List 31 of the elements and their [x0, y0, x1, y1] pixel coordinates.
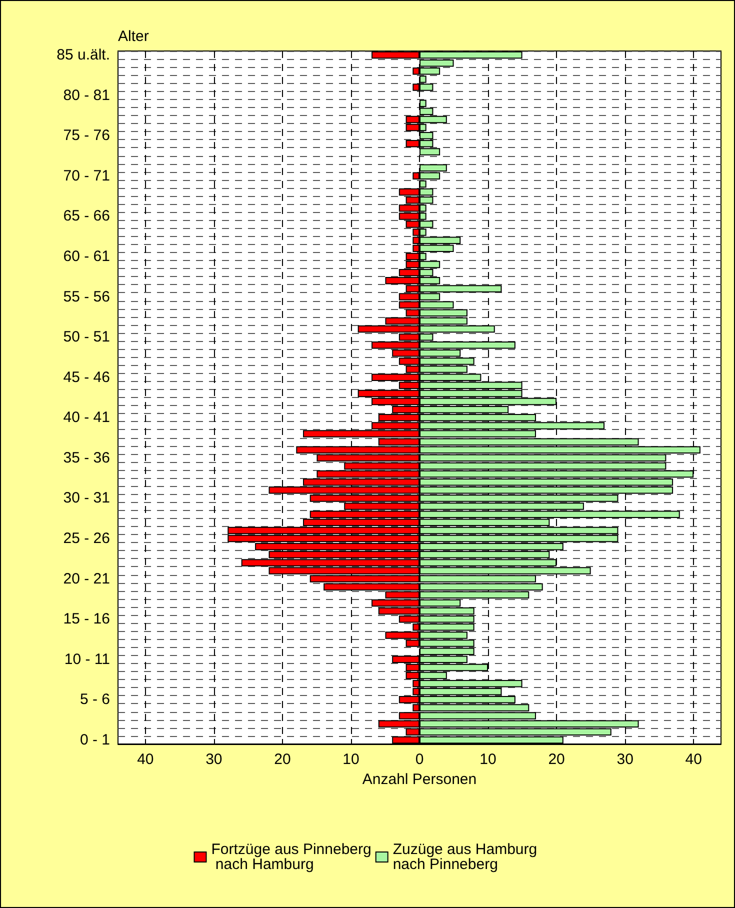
- x-tick-label: 10: [342, 751, 360, 768]
- x-axis-title: Anzahl Personen: [362, 771, 477, 788]
- x-tick-label: 40: [137, 751, 154, 768]
- x-tick-label: 30: [616, 751, 634, 768]
- y-tick-label: 0 - 1: [80, 731, 110, 748]
- y-tick-label: 80 - 81: [63, 86, 110, 104]
- x-tick-label: 40: [685, 751, 702, 768]
- y-tick-label: 35 - 36: [63, 449, 110, 466]
- y-tick-label: 65 - 66: [63, 208, 110, 225]
- y-tick-label: 70 - 71: [63, 167, 110, 184]
- legend-label: Zuzüge aus Hamburg nach Pinneberg: [392, 841, 542, 873]
- x-tick-label: 10: [480, 751, 496, 768]
- y-tick-label: 75 - 76: [63, 127, 110, 144]
- y-tick-label: 45 - 46: [63, 368, 110, 386]
- y-tick-label: 50 - 51: [63, 328, 110, 346]
- y-tick-label: 10 - 11: [64, 650, 110, 668]
- y-tick-label: 40 - 41: [63, 409, 110, 426]
- legend-label: Fortzüge aus Pinneberg nach Hamburg: [211, 841, 372, 873]
- x-tick-label: 30: [206, 751, 222, 768]
- x-tick-label: 20: [548, 751, 565, 768]
- y-tick-label: 5 - 6: [80, 691, 110, 708]
- y-tick-label: 15 - 16: [63, 610, 110, 628]
- x-tick-label: 0: [415, 751, 424, 768]
- y-tick-label: 85 u.ält.: [56, 46, 110, 64]
- y-tick-label: 25 - 26: [63, 530, 110, 548]
- y-axis-title: Alter: [118, 28, 149, 45]
- y-tick-label: 20 - 21: [63, 570, 110, 588]
- y-tick-label: 60 - 61: [63, 248, 110, 265]
- y-tick-label: 55 - 56: [63, 288, 110, 306]
- y-tick-label: 30 - 31: [63, 490, 110, 507]
- x-tick-label: 20: [274, 751, 291, 768]
